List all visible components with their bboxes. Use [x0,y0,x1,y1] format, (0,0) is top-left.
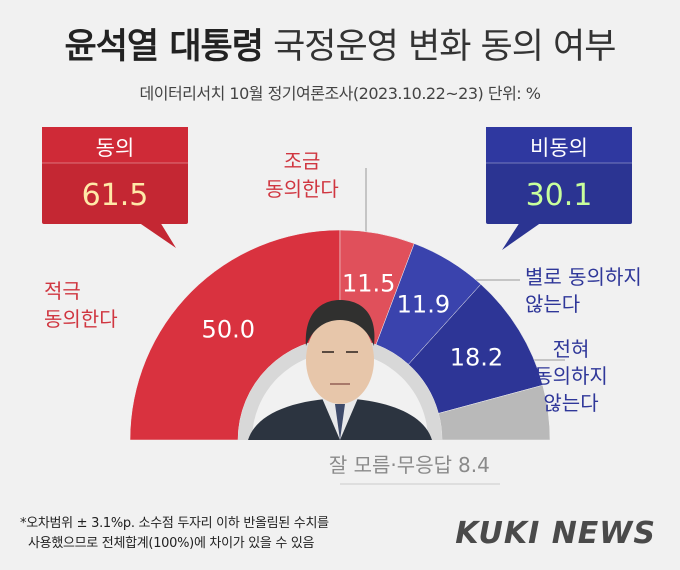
slice-value-disagree-strong: 18.2 [450,343,503,371]
label-agree-strong-line-1: 적극 [44,279,81,303]
president-photo [248,300,432,440]
footnote: *오차범위 ± 3.1%p. 소수점 두자리 이하 반올림된 수치를 사용했으므… [20,514,329,554]
title-bold: 윤석열 대통령 [64,27,264,67]
label-agree-some-line-1: 조금 [284,149,321,173]
label-disagree-strong-line-1: 전혀 [553,337,590,361]
inner-ring [238,338,442,440]
chart-title: 윤석열 대통령 국정운영 변화 동의 여부 [0,18,680,69]
footnote-line-2: 사용했으므로 전체합계(100%)에 차이가 있을 수 있음 [28,536,315,551]
slice-value-agree-strong: 50.0 [202,315,255,343]
label-unknown-value: 8.4 [458,453,490,477]
slice-value-disagree-some: 11.9 [397,290,450,318]
disagree-callout-pointer [502,222,542,250]
chart-subtitle: 데이터리서치 10월 정기여론조사(2023.10.22~23) 단위: % [139,84,541,103]
label-agree-strong-line-2: 동의한다 [44,307,118,331]
agree-callout-header [42,127,188,163]
label-disagree-some-line-1: 별로 동의하지 [525,265,642,289]
kuki-news-logo: KUKI NEWS [455,516,656,551]
label-disagree-strong-line-2: 동의하지 [534,364,608,388]
disagree-total-value: 30.1 [526,178,593,213]
agree-total-label: 동의 [96,136,135,160]
photo-hair [305,300,375,346]
slice-value-agree-some: 11.5 [342,270,395,298]
label-agree-some-line-2: 동의한다 [265,177,339,201]
label-disagree-some-line-2: 않는다 [525,292,580,316]
label-disagree-strong-line-3: 않는다 [543,391,598,415]
label-unknown: 잘 모름·무응답 [329,453,452,477]
agree-callout-pointer [138,222,176,248]
title-rest: 국정운영 변화 동의 여부 [273,27,616,67]
disagree-total-label: 비동의 [530,136,588,160]
photo-tie [335,404,345,440]
footnote-line-1: *오차범위 ± 3.1%p. 소수점 두자리 이하 반올림된 수치를 [20,516,329,531]
disagree-callout-header [486,127,632,163]
photo-face [306,316,374,404]
agree-total-value: 61.5 [82,178,149,213]
